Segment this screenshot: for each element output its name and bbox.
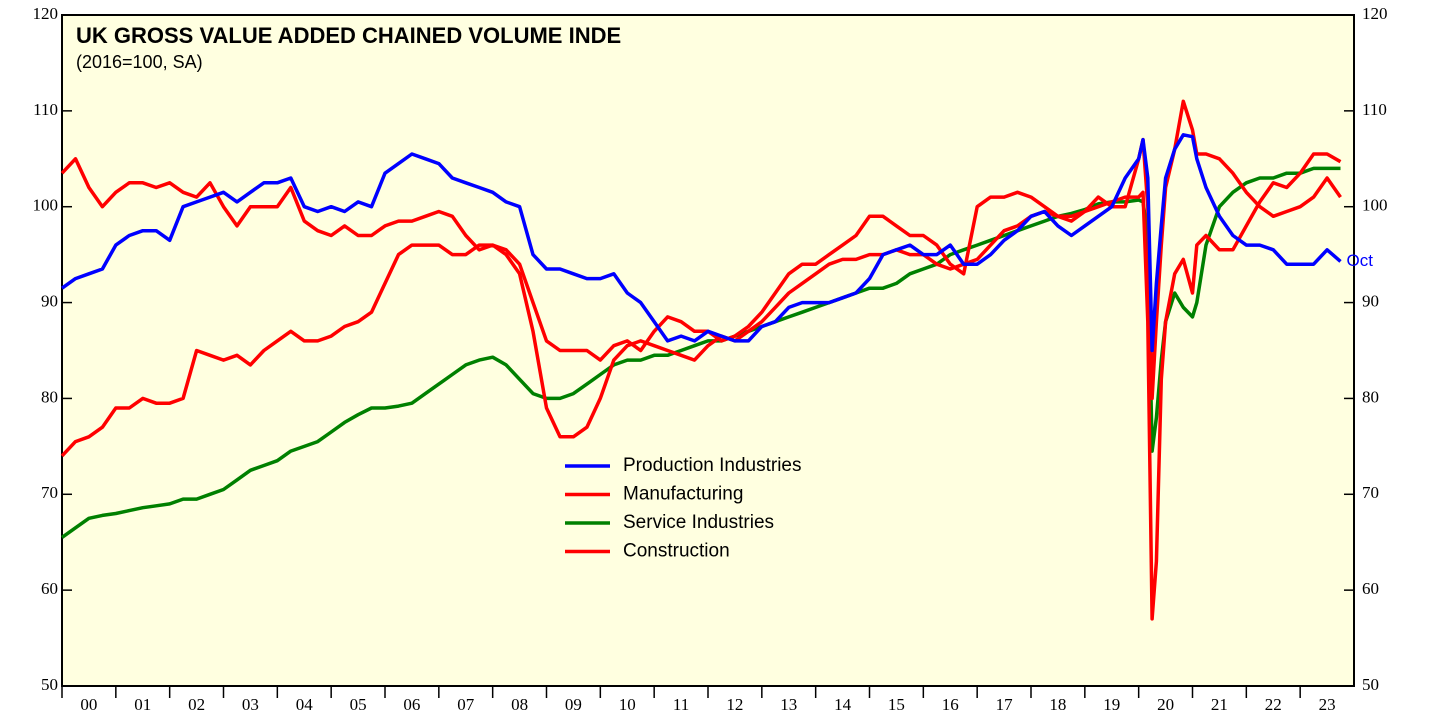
series-line bbox=[60, 133, 1342, 353]
x-tick-label: 03 bbox=[242, 695, 259, 714]
x-tick-label: 14 bbox=[834, 695, 852, 714]
y2-tick-label: 80 bbox=[1362, 387, 1379, 406]
y2-tick-label: 90 bbox=[1362, 291, 1379, 310]
y-tick-label: 110 bbox=[33, 100, 58, 119]
x-tick-label: 13 bbox=[780, 695, 797, 714]
y2-tick-label: 50 bbox=[1362, 675, 1379, 694]
y-tick-label: 50 bbox=[41, 675, 58, 694]
y2-tick-label: 110 bbox=[1362, 100, 1387, 119]
y-tick-label: 80 bbox=[41, 387, 58, 406]
x-tick-label: 01 bbox=[134, 695, 151, 714]
plot-area bbox=[61, 14, 1355, 687]
legend-label: Construction bbox=[623, 541, 730, 562]
x-tick-label: 02 bbox=[188, 695, 205, 714]
x-tick-label: 17 bbox=[996, 695, 1014, 714]
chart-subtitle: (2016=100, SA) bbox=[76, 52, 203, 72]
x-tick-label: 08 bbox=[511, 695, 528, 714]
x-tick-label: 09 bbox=[565, 695, 582, 714]
x-tick-label: 22 bbox=[1265, 695, 1282, 714]
x-tick-label: 19 bbox=[1103, 695, 1120, 714]
y-tick-label: 70 bbox=[41, 483, 58, 502]
chart-title: UK GROSS VALUE ADDED CHAINED VOLUME INDE bbox=[76, 23, 621, 48]
y2-tick-label: 60 bbox=[1362, 579, 1379, 598]
x-tick-label: 10 bbox=[619, 695, 636, 714]
series-line bbox=[60, 99, 1342, 439]
x-tick-label: 23 bbox=[1319, 695, 1336, 714]
x-tick-label: 16 bbox=[942, 695, 959, 714]
x-tick-label: 15 bbox=[888, 695, 905, 714]
y2-tick-label: 120 bbox=[1362, 4, 1388, 23]
x-tick-label: 07 bbox=[457, 695, 475, 714]
legend-label: Manufacturing bbox=[623, 484, 743, 505]
y-tick-label: 60 bbox=[41, 579, 58, 598]
y2-tick-label: 100 bbox=[1362, 196, 1388, 215]
x-tick-label: 12 bbox=[726, 695, 743, 714]
x-tick-label: 06 bbox=[403, 695, 420, 714]
end-label: Oct bbox=[1347, 251, 1374, 270]
x-tick-label: 00 bbox=[80, 695, 97, 714]
x-tick-label: 21 bbox=[1211, 695, 1228, 714]
y2-tick-label: 70 bbox=[1362, 483, 1379, 502]
x-tick-label: 18 bbox=[1049, 695, 1066, 714]
x-tick-label: 04 bbox=[296, 695, 314, 714]
series-line bbox=[60, 152, 1342, 621]
x-tick-label: 11 bbox=[673, 695, 689, 714]
y-tick-label: 100 bbox=[33, 196, 59, 215]
legend-label: Service Industries bbox=[623, 512, 774, 533]
y-tick-label: 120 bbox=[33, 4, 59, 23]
x-tick-label: 05 bbox=[350, 695, 367, 714]
x-tick-label: 20 bbox=[1157, 695, 1174, 714]
y-tick-label: 90 bbox=[41, 291, 58, 310]
series-line bbox=[60, 166, 1341, 539]
legend-label: Production Industries bbox=[623, 455, 802, 476]
